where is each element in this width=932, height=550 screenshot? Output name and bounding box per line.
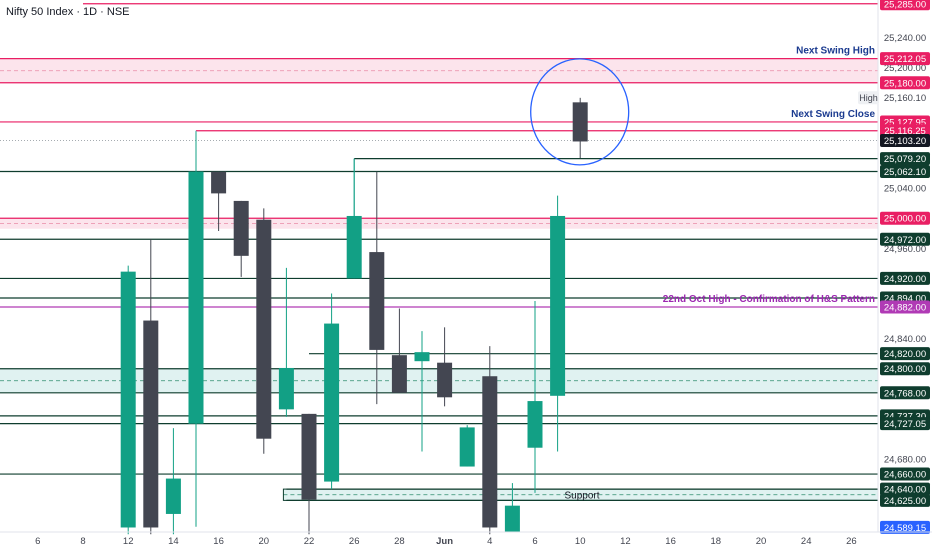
price-tick-label: 25,200.00 — [884, 63, 926, 74]
candle-body — [324, 323, 340, 482]
price-level-badge — [880, 347, 930, 361]
price-level-badge — [880, 124, 930, 138]
price-level-badge — [880, 164, 930, 178]
time-tick-label: 14 — [168, 536, 179, 547]
high-badge — [858, 91, 879, 105]
time-tick-label: 6 — [35, 536, 40, 547]
price-level-label: 24,882.00 — [884, 303, 926, 314]
candle-body — [211, 171, 227, 194]
time-tick-label: 16 — [665, 536, 676, 547]
candle-body — [256, 219, 272, 439]
time-tick-label: 4 — [487, 536, 492, 547]
time-tick-label: 6 — [532, 536, 537, 547]
price-level-label: 24,972.00 — [884, 235, 926, 246]
candle-body — [527, 401, 543, 448]
time-tick-label: 18 — [711, 536, 722, 547]
price-level-label: 25,000.00 — [884, 214, 926, 225]
price-zone — [0, 58, 878, 83]
candle-body — [550, 215, 566, 396]
price-tick-label: 24,680.00 — [884, 455, 926, 466]
price-level-label: 25,285.00 — [884, 0, 926, 10]
price-level-badge — [880, 386, 930, 400]
price-tick-label: 25,040.00 — [884, 184, 926, 195]
high-label: High — [859, 93, 878, 103]
time-tick-label: 24 — [801, 536, 812, 547]
price-level-label: 24,800.00 — [884, 364, 926, 375]
price-level-label: 25,212.05 — [884, 54, 926, 65]
time-tick-label: 8 — [80, 536, 85, 547]
candle-body — [165, 478, 181, 514]
time-tick-label: 12 — [123, 536, 134, 547]
price-level-label: 24,660.00 — [884, 470, 926, 481]
candle-body — [572, 102, 588, 142]
candle-body — [188, 171, 204, 424]
price-level-badge — [880, 300, 930, 314]
price-level-badge — [880, 232, 930, 246]
price-level-label: 25,127.95 — [884, 117, 926, 128]
price-tick-label: 24,960.00 — [884, 244, 926, 255]
time-tick-label: 26 — [846, 536, 857, 547]
candle-body — [437, 362, 453, 398]
price-level-label: 24,768.00 — [884, 388, 926, 399]
price-level-label: 24,820.00 — [884, 349, 926, 360]
price-tick-label: 24,840.00 — [884, 334, 926, 345]
price-level-badge — [880, 76, 930, 90]
time-tick-label: 10 — [575, 536, 586, 547]
price-level-label: 24,894.00 — [884, 293, 926, 304]
time-tick-label: 20 — [756, 536, 767, 547]
price-tick-label: 25,160.10 — [884, 93, 926, 104]
price-level-label: 24,737.30 — [884, 411, 926, 422]
time-tick-label: 16 — [213, 536, 224, 547]
time-tick-label: 22 — [304, 536, 315, 547]
price-zone — [0, 218, 878, 229]
annotation-label: Next Swing Close — [791, 109, 875, 120]
candle-body — [459, 427, 475, 467]
time-tick-label: 12 — [620, 536, 631, 547]
time-tick-label: Jun — [436, 536, 453, 547]
candle-body — [346, 215, 362, 279]
time-tick-label: 20 — [259, 536, 270, 547]
annotation-label: Support — [564, 490, 599, 501]
price-level-label: 24,727.05 — [884, 419, 926, 430]
price-level-badge — [880, 152, 930, 166]
time-tick-label: 26 — [349, 536, 360, 547]
candle-body — [414, 352, 430, 362]
price-level-badge — [880, 271, 930, 285]
candle-body — [504, 505, 520, 532]
price-level-badge — [880, 134, 930, 148]
price-level-badge — [880, 211, 930, 225]
annotation-label: 22nd Oct High - Confirmation of H&S Patt… — [663, 294, 875, 305]
price-level-label: 25,103.20 — [884, 136, 926, 147]
candle-body — [391, 355, 407, 393]
candle-body — [143, 320, 159, 528]
price-level-label: 24,920.00 — [884, 274, 926, 285]
chart-title: Nifty 50 Index · 1D · NSE — [6, 6, 130, 18]
candle-body — [278, 367, 294, 410]
price-level-badge — [880, 417, 930, 431]
candle-body — [301, 413, 317, 500]
price-level-label: 25,079.20 — [884, 154, 926, 165]
price-level-badge — [880, 0, 930, 11]
price-level-label: 24,625.00 — [884, 496, 926, 507]
highlight-circle — [530, 58, 630, 166]
candle-body — [120, 271, 136, 528]
price-level-badge — [880, 493, 930, 507]
price-level-badge — [880, 52, 930, 66]
price-level-label: 25,116.25 — [884, 126, 926, 137]
annotation-label: Next Swing High — [796, 46, 875, 57]
price-level-badge — [880, 482, 930, 496]
candle-body — [482, 376, 498, 528]
price-level-label: 24,640.00 — [884, 485, 926, 496]
price-level-label: 24,589.15 — [884, 523, 926, 534]
candle-body — [369, 252, 385, 350]
candle-body — [233, 200, 249, 256]
price-level-label: 25,180.00 — [884, 78, 926, 89]
price-level-badge — [880, 520, 930, 534]
price-level-badge — [880, 467, 930, 481]
price-level-badge — [880, 362, 930, 376]
price-tick-label: 25,240.00 — [884, 33, 926, 44]
time-tick-label: 28 — [394, 536, 405, 547]
price-level-label: 25,062.10 — [884, 167, 926, 178]
